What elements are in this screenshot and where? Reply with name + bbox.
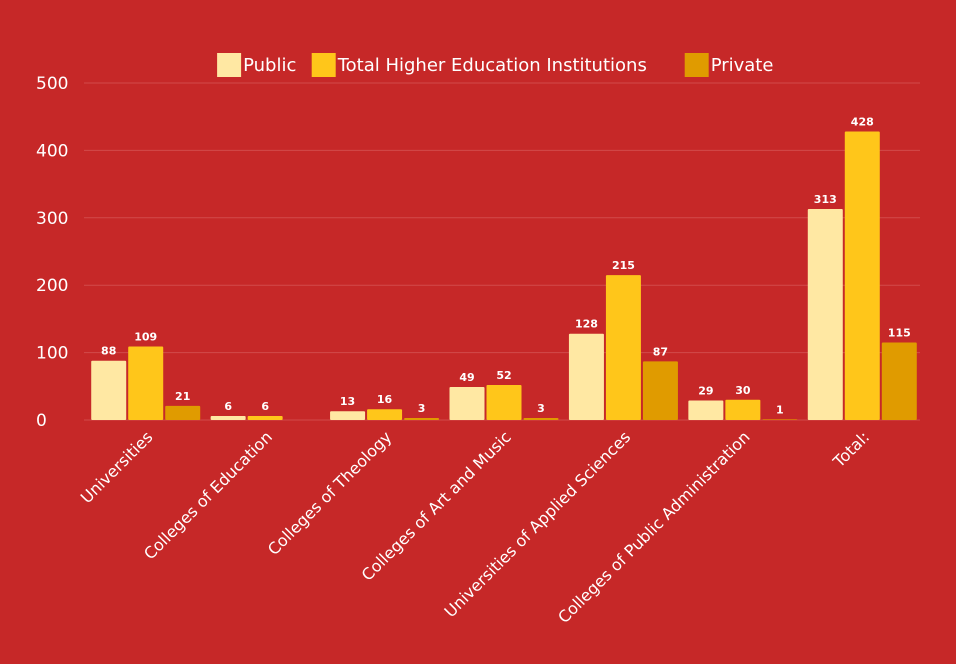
y-tick-label: 0 [36, 411, 47, 431]
data-label: 3 [418, 402, 426, 415]
bar-public-universities-of-applied-sciences [568, 333, 604, 420]
data-label: 109 [134, 331, 157, 344]
y-tick-label: 300 [36, 209, 68, 229]
data-label: 428 [851, 116, 874, 129]
data-label: 29 [698, 384, 713, 397]
x-tick-label: Colleges of Theology [264, 427, 396, 559]
bar-public-colleges-of-public-administration [688, 400, 724, 420]
bar-public-total [807, 209, 843, 420]
bar-public-colleges-of-theology [330, 411, 366, 420]
bar-public-universities [91, 360, 127, 420]
data-label: 21 [175, 390, 190, 403]
y-tick-label: 200 [36, 276, 68, 296]
data-label: 128 [575, 318, 598, 331]
x-tick-label: Colleges of Public Administration [554, 427, 754, 627]
data-label: 3 [537, 402, 545, 415]
x-tick-label: Universities [77, 427, 157, 507]
data-label: 6 [224, 400, 232, 413]
data-labels: 88 109 21 6 6 13 16 3 49 52 3 128 215 87 29 30 1 313 428 11… [101, 116, 911, 417]
legend-swatch-public [217, 53, 242, 77]
bars [91, 131, 917, 420]
bar-public-colleges-of-education [210, 415, 246, 420]
bar-total-higher-education-institutions-colleges-of-education [247, 415, 283, 420]
data-label: 215 [612, 259, 635, 272]
legend-label: Public [243, 55, 296, 76]
bar-total-higher-education-institutions-universities-of-applied-sciences [605, 275, 641, 420]
bar-total-higher-education-institutions-colleges-of-art-and-music [486, 384, 522, 420]
bar-total-higher-education-institutions-colleges-of-theology [367, 409, 403, 420]
bar-total-higher-education-institutions-universities [128, 346, 164, 420]
bar-total-higher-education-institutions-colleges-of-public-administration [725, 399, 761, 420]
data-label: 313 [814, 193, 837, 206]
data-label: 30 [735, 384, 751, 397]
x-tick-label: Universities of Applied Sciences [440, 427, 634, 621]
bar-total-higher-education-institutions-total [844, 131, 880, 420]
bar-private-universities-of-applied-sciences [642, 361, 678, 420]
x-tick-label: Total: [829, 427, 873, 471]
legend-label: Private [711, 55, 774, 76]
y-tick-label: 500 [36, 74, 68, 94]
bar-public-colleges-of-art-and-music [449, 386, 485, 420]
legend-swatch-total-higher-education-institutions [311, 53, 336, 77]
bar-private-colleges-of-art-and-music [523, 417, 559, 420]
y-axis: 0 100 200 300 400 500 [36, 74, 68, 431]
bar-private-colleges-of-theology [404, 417, 440, 420]
data-label: 52 [496, 369, 511, 382]
data-label: 115 [888, 326, 911, 339]
bar-private-universities [165, 405, 201, 420]
legend-swatch-private [684, 53, 709, 77]
bar-private-colleges-of-public-administration [762, 419, 798, 420]
data-label: 6 [261, 400, 269, 413]
data-label: 87 [653, 345, 668, 358]
data-label: 1 [776, 403, 784, 416]
data-label: 88 [101, 345, 116, 358]
bar-private-total [881, 342, 917, 420]
legend-label: Total Higher Education Institutions [337, 55, 647, 76]
legend: Public Total Higher Education Institution… [217, 53, 773, 77]
data-label: 13 [340, 395, 355, 408]
data-label: 16 [377, 393, 393, 406]
data-label: 49 [459, 371, 474, 384]
y-tick-label: 100 [36, 344, 68, 364]
x-tick-label: Colleges of Education [140, 427, 276, 563]
y-tick-label: 400 [36, 141, 68, 161]
